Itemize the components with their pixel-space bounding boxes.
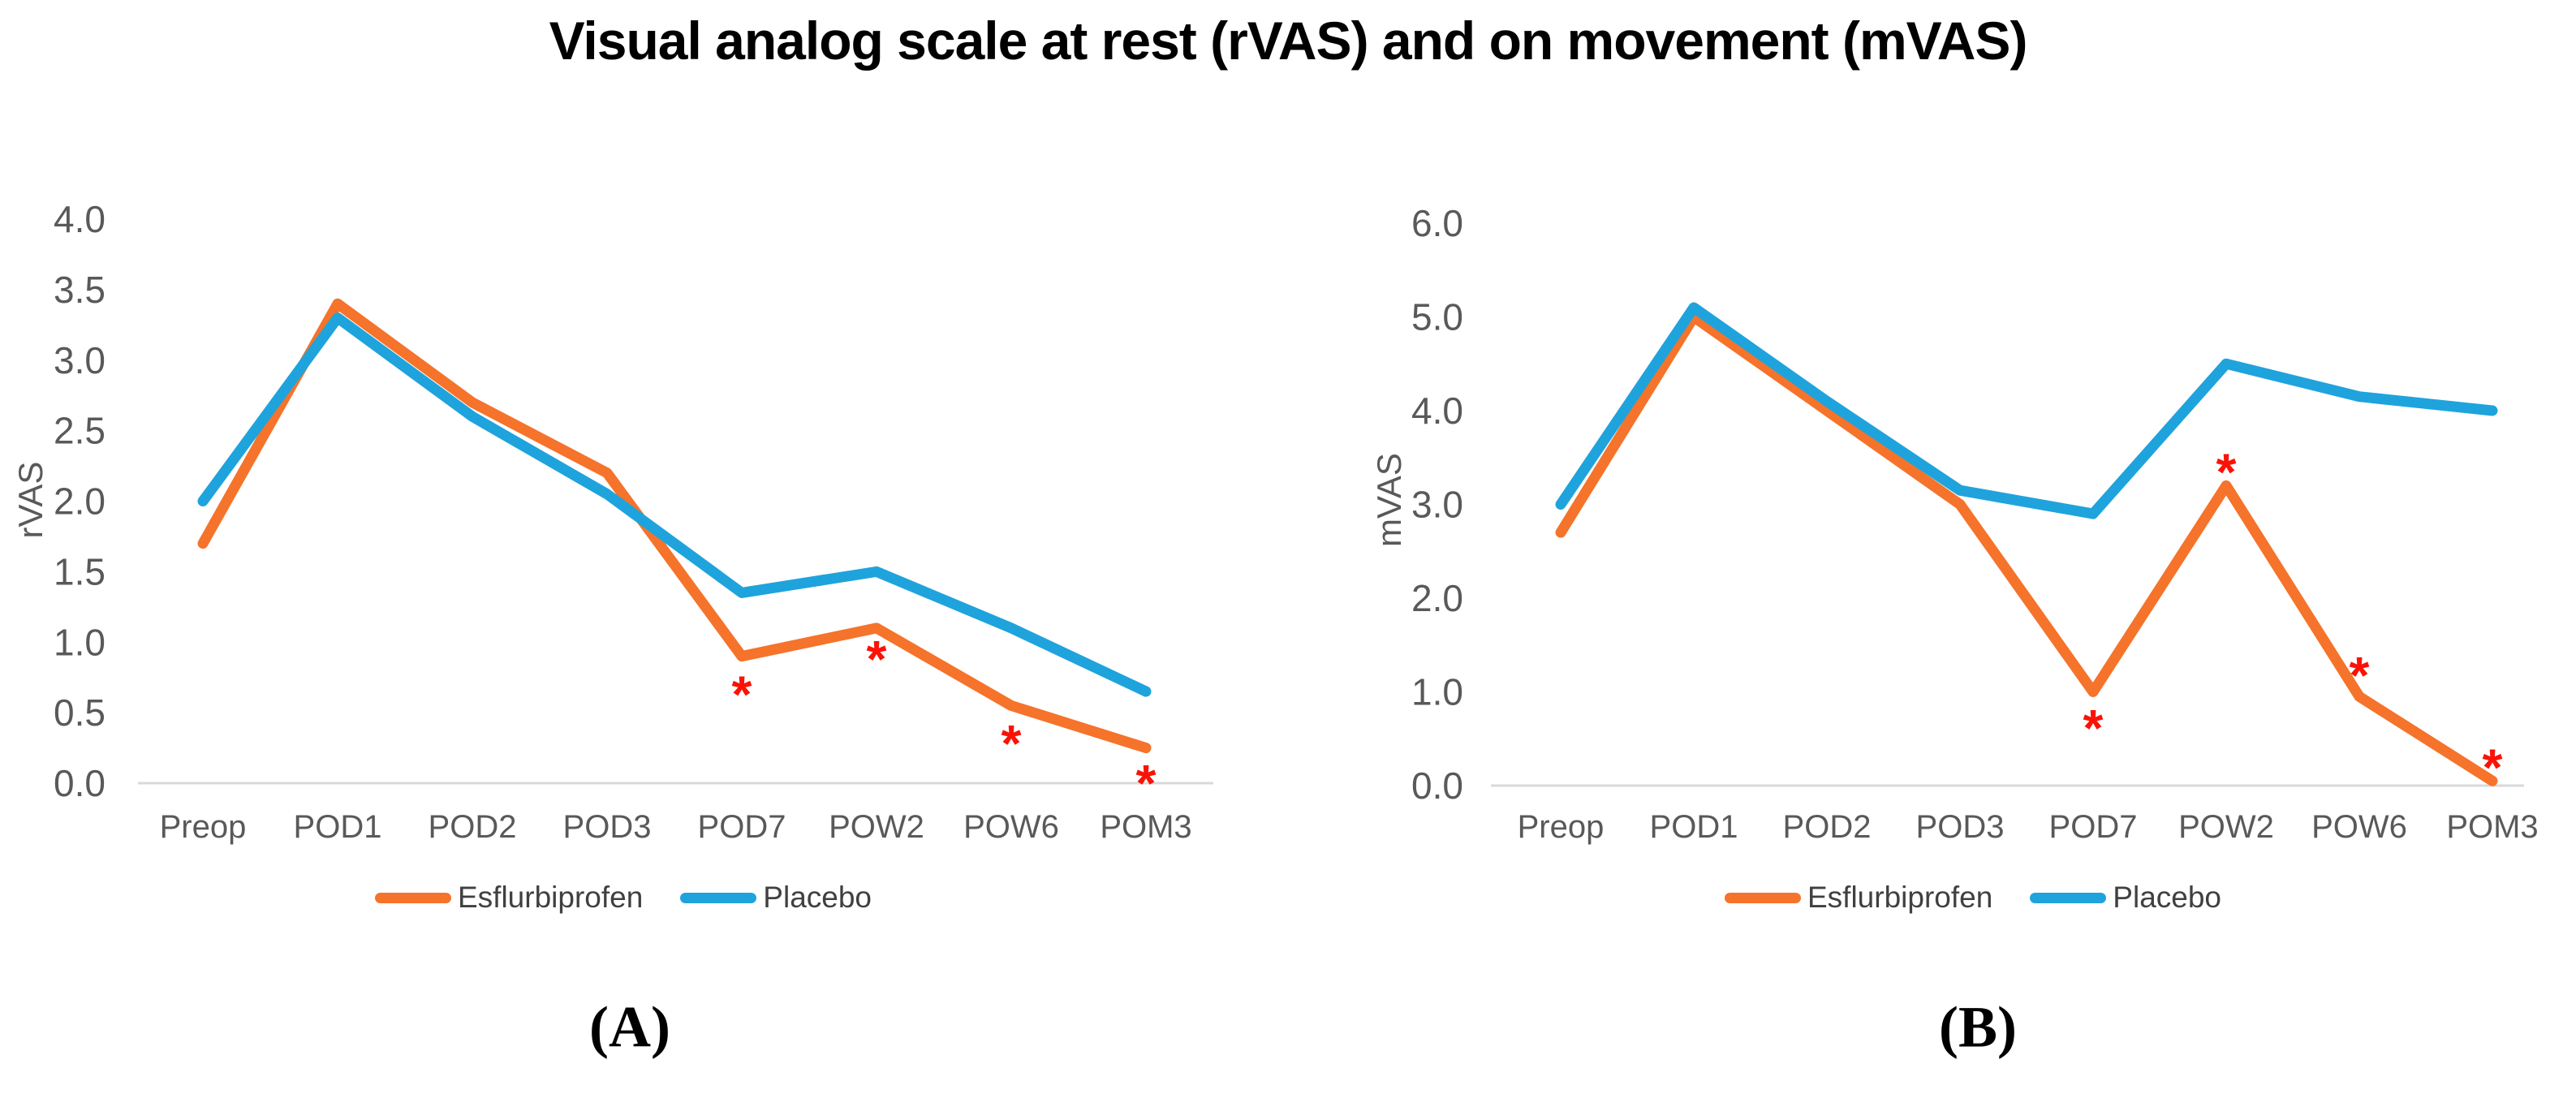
significance-asterisk: * bbox=[2216, 443, 2237, 502]
y-tick-label: 1.0 bbox=[1411, 671, 1463, 713]
panel-b-caption: (B) bbox=[1939, 994, 2017, 1060]
x-tick-label: POM3 bbox=[1100, 809, 1191, 845]
series-line-esflurbiprofen bbox=[197, 298, 1152, 754]
x-tick-label: Preop bbox=[160, 809, 247, 845]
panel-a-caption: (A) bbox=[589, 994, 670, 1060]
x-tick-label: POD3 bbox=[1916, 809, 2005, 845]
y-tick-label: 6.0 bbox=[1411, 202, 1463, 244]
x-tick-label: POD1 bbox=[1650, 809, 1738, 845]
x-tick-label: POD1 bbox=[294, 809, 382, 845]
legend-b: Esflurbiprofen Placebo bbox=[1724, 881, 2222, 915]
figure-title: Visual analog scale at rest (rVAS) and o… bbox=[549, 11, 2028, 71]
legend-label-esflurbiprofen: Esflurbiprofen bbox=[457, 881, 644, 914]
significance-asterisk: * bbox=[2483, 738, 2503, 796]
y-tick-label: 0.0 bbox=[54, 762, 106, 804]
y-tick-label: 3.0 bbox=[1411, 484, 1463, 526]
x-tick-label: POD7 bbox=[698, 809, 786, 845]
legend-swatch-esflurbiprofen bbox=[374, 892, 451, 903]
y-axis-title-mvas: mVAS bbox=[1370, 453, 1408, 547]
y-tick-label: 1.5 bbox=[54, 550, 106, 592]
y-tick-label: 3.0 bbox=[54, 339, 106, 381]
legend-swatch-placebo bbox=[2030, 892, 2107, 903]
chart-b-plot: 0.0 1.0 2.0 3.0 4.0 5.0 6.0 Preop POD1 POD2 POD3 PO… bbox=[1411, 202, 2539, 845]
legend-a: Esflurbiprofen Placebo bbox=[374, 881, 872, 915]
significance-asterisk: * bbox=[1136, 754, 1157, 812]
y-tick-label: 3.5 bbox=[54, 269, 106, 311]
legend-label-esflurbiprofen: Esflurbiprofen bbox=[1807, 881, 1993, 914]
y-tick-label: 2.0 bbox=[1411, 577, 1463, 619]
x-tick-label: POW6 bbox=[2311, 809, 2407, 845]
significance-asterisk: * bbox=[2350, 646, 2370, 704]
legend-label-placebo: Placebo bbox=[2113, 881, 2222, 914]
y-tick-label: 4.0 bbox=[54, 198, 106, 240]
y-tick-label: 2.5 bbox=[54, 410, 106, 452]
significance-asterisk: * bbox=[2083, 699, 2104, 757]
x-tick-label: POD2 bbox=[429, 809, 517, 845]
x-tick-label: POW2 bbox=[829, 809, 924, 845]
series-line-placebo bbox=[197, 312, 1152, 697]
y-tick-label: 0.5 bbox=[54, 691, 106, 734]
x-tick-label: POM3 bbox=[2446, 809, 2538, 845]
y-tick-label: 4.0 bbox=[1411, 390, 1463, 432]
legend-swatch-esflurbiprofen bbox=[1724, 892, 1801, 903]
x-tick-label: POD2 bbox=[1783, 809, 1872, 845]
x-tick-label: POW6 bbox=[963, 809, 1059, 845]
x-tick-label: POW2 bbox=[2178, 809, 2274, 845]
significance-asterisk: * bbox=[1002, 714, 1022, 773]
significance-asterisk: * bbox=[732, 665, 752, 723]
y-tick-label: 5.0 bbox=[1411, 296, 1463, 338]
series-line-esflurbiprofen bbox=[1555, 312, 2498, 786]
y-axis-title-rvas: rVAS bbox=[11, 461, 50, 539]
y-tick-label: 2.0 bbox=[54, 480, 106, 523]
y-tick-label: 0.0 bbox=[1411, 765, 1463, 807]
x-tick-label: POD3 bbox=[563, 809, 652, 845]
x-tick-label: POD7 bbox=[2049, 809, 2138, 845]
significance-asterisk: * bbox=[867, 630, 887, 688]
legend-swatch-placebo bbox=[680, 892, 757, 903]
chart-a-plot: 0.0 0.5 1.0 1.5 2.0 2.5 3.0 3.5 4.0 Preop POD1 POD2… bbox=[54, 198, 1213, 845]
series-line-placebo bbox=[1555, 302, 2498, 519]
legend-label-placebo: Placebo bbox=[763, 881, 872, 914]
x-tick-label: Preop bbox=[1518, 809, 1605, 845]
y-tick-label: 1.0 bbox=[54, 621, 106, 663]
